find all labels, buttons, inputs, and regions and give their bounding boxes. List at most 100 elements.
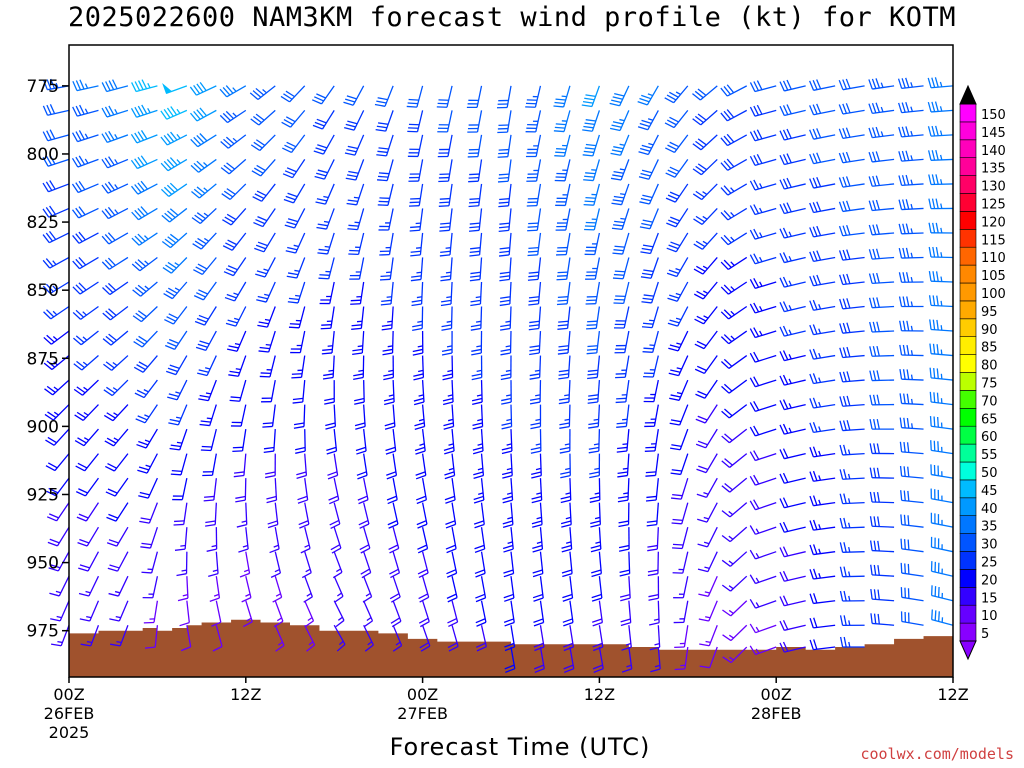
wind-barb bbox=[351, 306, 365, 330]
y-tick-label: 900 bbox=[27, 417, 59, 437]
wind-barb bbox=[133, 355, 158, 373]
wind-barb bbox=[930, 464, 954, 479]
wind-barb bbox=[346, 183, 365, 206]
colorbar-swatch bbox=[959, 479, 977, 499]
wind-barb bbox=[839, 542, 865, 553]
colorbar-label: 10 bbox=[981, 609, 998, 624]
wind-barb bbox=[257, 306, 276, 328]
wind-barb bbox=[413, 355, 425, 381]
wind-barb bbox=[347, 208, 365, 231]
wind-barb bbox=[473, 478, 485, 504]
wind-barb bbox=[211, 600, 222, 627]
y-tick: 900 bbox=[27, 417, 69, 437]
wind-barb bbox=[50, 625, 70, 647]
wind-barb bbox=[809, 274, 836, 287]
wind-barb bbox=[225, 306, 247, 327]
wind-barb bbox=[588, 429, 601, 454]
wind-barb bbox=[870, 564, 895, 577]
wind-barb bbox=[526, 183, 542, 207]
wind-barb bbox=[619, 576, 631, 602]
wind-barb bbox=[695, 428, 718, 449]
wind-barb bbox=[272, 576, 283, 603]
wind-barb bbox=[329, 502, 341, 529]
wind-barb bbox=[672, 551, 689, 574]
wind-barb bbox=[444, 453, 456, 480]
wind-barb bbox=[160, 157, 188, 172]
wind-barb bbox=[612, 232, 630, 255]
credit-link[interactable]: coolwx.com/models bbox=[860, 745, 1014, 763]
wind-barb bbox=[779, 325, 806, 337]
wind-barb bbox=[720, 305, 748, 320]
wind-barb bbox=[374, 85, 394, 107]
wind-barb bbox=[720, 355, 748, 369]
wind-barb bbox=[779, 399, 806, 411]
wind-barb bbox=[666, 208, 689, 228]
wind-barb bbox=[779, 521, 806, 533]
wind-barb bbox=[721, 428, 748, 444]
colorbar-label: 135 bbox=[981, 162, 1006, 177]
wind-barb bbox=[444, 478, 456, 504]
y-tick: 800 bbox=[27, 145, 69, 165]
wind-barb bbox=[141, 551, 159, 574]
colorbar-swatch bbox=[959, 425, 977, 445]
wind-barb bbox=[173, 502, 188, 526]
x-tick: 12Z bbox=[937, 677, 969, 704]
y-tick-label: 825 bbox=[27, 213, 59, 233]
colorbar-label: 35 bbox=[981, 520, 998, 535]
x-tick-label: 12Z bbox=[230, 685, 261, 704]
colorbar: 5 10 15 20 25 30 35 40 45 50 55 60 65 70 75 80 85 90 95 100… bbox=[959, 84, 1006, 661]
wind-barb bbox=[467, 134, 483, 158]
wind-barb bbox=[668, 330, 689, 352]
wind-barb bbox=[557, 306, 571, 330]
wind-barb bbox=[410, 257, 424, 282]
wind-barb bbox=[164, 330, 188, 350]
wind-barb bbox=[869, 443, 895, 455]
wind-barb bbox=[898, 199, 924, 211]
wind-barb bbox=[76, 502, 100, 522]
wind-barb bbox=[107, 551, 129, 572]
wind-barb bbox=[46, 502, 70, 522]
wind-barb bbox=[42, 154, 70, 167]
wind-barb bbox=[298, 502, 310, 529]
wind-barb bbox=[809, 324, 836, 336]
wind-barb bbox=[610, 134, 630, 156]
wind-barb bbox=[720, 109, 748, 122]
x-tick-label: 28FEB bbox=[751, 704, 802, 723]
wind-barb bbox=[254, 232, 276, 253]
wind-barb bbox=[558, 355, 571, 380]
wind-barb bbox=[176, 551, 188, 577]
wind-barb bbox=[500, 331, 512, 356]
y-tick-label: 975 bbox=[27, 622, 59, 642]
wind-barb bbox=[42, 281, 70, 295]
wind-barb bbox=[528, 281, 542, 306]
wind-barb bbox=[525, 110, 542, 133]
wind-barb bbox=[693, 208, 718, 225]
colorbar-swatch bbox=[959, 515, 977, 534]
wind-barb bbox=[616, 404, 630, 428]
wind-barb bbox=[445, 502, 457, 529]
wind-barb bbox=[327, 453, 339, 480]
wind-barb bbox=[328, 478, 340, 505]
wind-barb bbox=[132, 281, 158, 297]
wind-barb bbox=[165, 355, 188, 376]
wind-barb bbox=[316, 208, 335, 230]
wind-barb bbox=[699, 625, 718, 647]
wind-barb bbox=[101, 206, 129, 220]
wind-barb bbox=[779, 227, 806, 239]
wind-barb bbox=[475, 576, 487, 603]
colorbar-label: 85 bbox=[981, 341, 998, 356]
wind-barb bbox=[696, 477, 718, 498]
wind-barb bbox=[292, 380, 306, 404]
wind-barb bbox=[219, 109, 247, 124]
wind-barb bbox=[388, 527, 400, 554]
colorbar-label: 100 bbox=[981, 287, 1006, 302]
wind-barb bbox=[809, 639, 836, 651]
colorbar-label: 45 bbox=[981, 484, 998, 499]
wind-barb bbox=[296, 453, 308, 479]
wind-barb bbox=[475, 600, 487, 627]
wind-barb bbox=[355, 429, 367, 455]
wind-barb bbox=[839, 371, 865, 383]
wind-barb bbox=[553, 85, 571, 108]
colorbar-swatch bbox=[959, 211, 977, 230]
wind-barb bbox=[591, 551, 602, 578]
